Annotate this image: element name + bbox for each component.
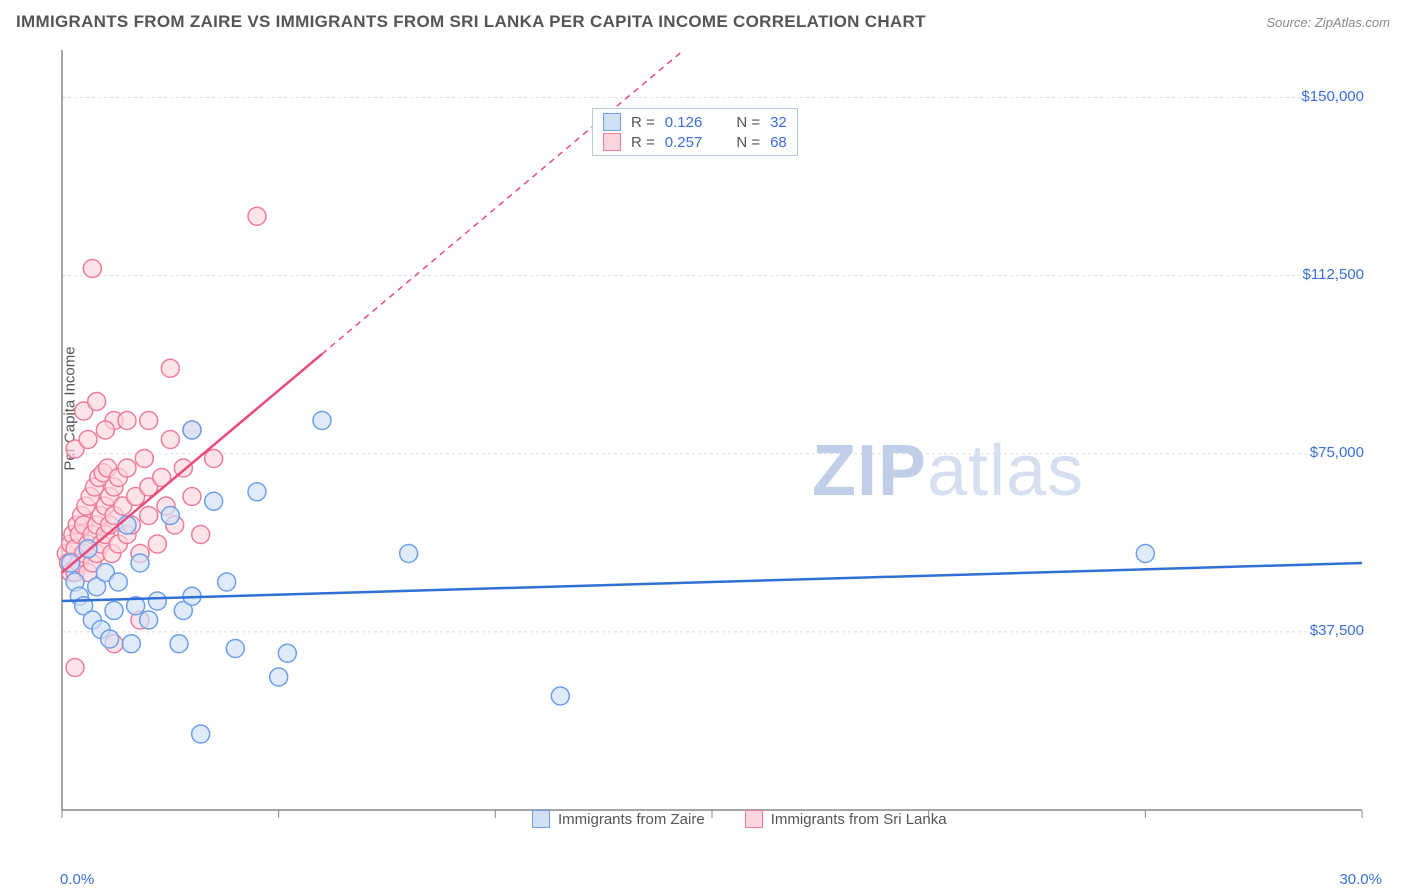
series-legend-item: Immigrants from Sri Lanka <box>745 810 947 828</box>
y-tick-label: $37,500 <box>1310 622 1364 639</box>
n-label: N = <box>736 114 760 131</box>
chart-area: ZIPatlas R = 0.126 N = 32 R = 0.257 N = 68 Immi… <box>52 50 1382 830</box>
header-bar: IMMIGRANTS FROM ZAIRE VS IMMIGRANTS FROM… <box>16 12 1390 32</box>
y-tick-label: $150,000 <box>1301 88 1364 105</box>
source-link[interactable]: ZipAtlas.com <box>1315 15 1390 30</box>
r-value: 0.126 <box>665 114 703 131</box>
scatter-plot <box>52 50 1382 840</box>
x-axis-min-label: 0.0% <box>60 871 94 888</box>
x-axis-max-label: 30.0% <box>1339 871 1382 888</box>
source-prefix: Source: <box>1266 15 1314 30</box>
n-value: 32 <box>770 114 787 131</box>
correlation-legend-row: R = 0.257 N = 68 <box>603 133 787 151</box>
series-name: Immigrants from Sri Lanka <box>771 811 947 828</box>
series-legend-item: Immigrants from Zaire <box>532 810 705 828</box>
legend-swatch <box>532 810 550 828</box>
r-label: R = <box>631 134 655 151</box>
correlation-legend-row: R = 0.126 N = 32 <box>603 113 787 131</box>
r-value: 0.257 <box>665 134 703 151</box>
chart-title: IMMIGRANTS FROM ZAIRE VS IMMIGRANTS FROM… <box>16 12 926 32</box>
watermark-atlas: atlas <box>927 431 1084 511</box>
y-tick-label: $112,500 <box>1303 266 1364 283</box>
watermark: ZIPatlas <box>812 430 1084 512</box>
source-attribution: Source: ZipAtlas.com <box>1266 15 1390 30</box>
watermark-zip: ZIP <box>812 431 927 511</box>
y-tick-label: $75,000 <box>1310 444 1364 461</box>
series-legend: Immigrants from Zaire Immigrants from Sri… <box>532 810 947 828</box>
correlation-legend: R = 0.126 N = 32 R = 0.257 N = 68 <box>592 108 798 156</box>
series-name: Immigrants from Zaire <box>558 811 705 828</box>
n-label: N = <box>736 134 760 151</box>
legend-swatch <box>603 133 621 151</box>
legend-swatch <box>603 113 621 131</box>
r-label: R = <box>631 114 655 131</box>
n-value: 68 <box>770 134 787 151</box>
legend-swatch <box>745 810 763 828</box>
